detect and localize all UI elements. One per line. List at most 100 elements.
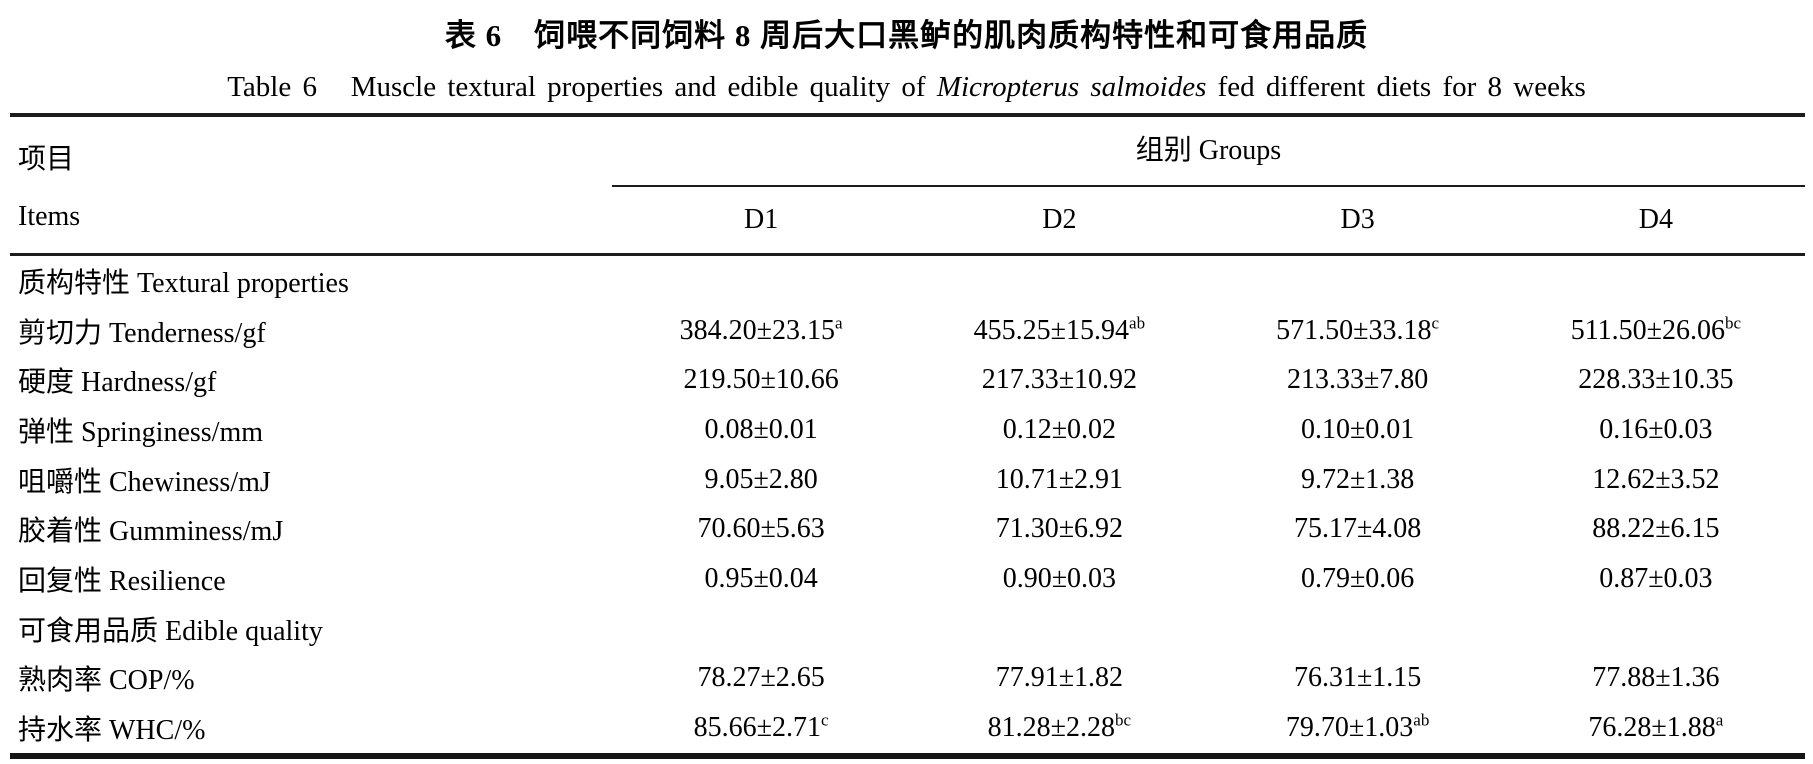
row-label: 质构特性 Textural properties <box>18 267 349 299</box>
value-text: 213.33±7.80 <box>1286 364 1429 396</box>
value-cell: 217.33±10.92 <box>910 364 1208 396</box>
value-cell: 455.25±15.94ab <box>910 313 1208 347</box>
value-cell: 213.33±7.80 <box>1209 364 1507 396</box>
table-row: 回复性 Resilience 0.95±0.04 0.90±0.03 0.79±0.0… <box>10 554 1805 604</box>
value-text: 76.31±1.15 <box>1293 662 1422 694</box>
value-text: 78.27±2.65 <box>697 662 825 694</box>
table-header: 项目 Items 组别 Groups D1 D2 D3 D4 <box>10 113 1805 256</box>
value-text: 81.28±2.28 <box>987 712 1116 744</box>
group-columns-row: D1 D2 D3 D4 <box>612 187 1805 253</box>
value-cell: 228.33±10.35 <box>1507 364 1805 396</box>
groups-header-cell: 组别 Groups D1 D2 D3 D4 <box>612 117 1805 253</box>
value-text: 70.60±5.63 <box>697 513 825 545</box>
value-text: 455.25±15.94 <box>973 314 1130 346</box>
table-row: 胶着性 Gumminess/mJ 70.60±5.63 71.30±6.92 75.1… <box>10 505 1805 555</box>
value-cell: 12.62±3.52 <box>1507 464 1805 496</box>
value-text: 511.50±26.06 <box>1570 314 1726 346</box>
value-text: 384.20±23.15 <box>679 314 836 346</box>
title-en-species: Micropterus salmoides <box>936 71 1207 103</box>
table-row: 熟肉率 COP/% 78.27±2.65 77.91±1.82 76.31±1.15 7… <box>10 654 1805 704</box>
value-text: 77.88±1.36 <box>1592 662 1720 694</box>
value-text: 0.08±0.01 <box>704 413 818 445</box>
row-label: 熟肉率 COP/% <box>18 665 195 697</box>
value-text: 10.71±2.91 <box>995 463 1124 495</box>
items-header-en: Items <box>18 201 81 232</box>
significance-superscript: a <box>835 313 843 333</box>
value-text: 0.16±0.03 <box>1599 413 1713 445</box>
significance-superscript: a <box>1715 710 1724 730</box>
value-text: 219.50±10.66 <box>683 364 839 396</box>
value-cell: 77.91±1.82 <box>910 662 1208 694</box>
value-cell: 85.66±2.71c <box>612 712 910 744</box>
value-text: 77.91±1.82 <box>995 662 1124 694</box>
table-row: 持水率 WHC/% 85.66±2.71c 81.28±2.28bc 79.70±1.… <box>10 703 1805 753</box>
value-cell: 9.05±2.80 <box>612 464 910 496</box>
row-label: 咀嚼性 Chewiness/mJ <box>18 466 271 498</box>
value-text: 85.66±2.71 <box>693 712 822 744</box>
table-title-zh: 表 6 饲喂不同饲料 8 周后大口黑鲈的肌肉质构特性和可食用品质 <box>444 18 1369 53</box>
value-cell: 71.30±6.92 <box>910 513 1208 545</box>
row-label: 剪切力 Tenderness/gf <box>18 317 266 349</box>
significance-superscript: ab <box>1129 313 1146 333</box>
significance-superscript: c <box>1431 313 1440 333</box>
table-row: 剪切力 Tenderness/gf 384.20±23.15a 455.25±15.… <box>10 306 1805 356</box>
value-cell: 0.95±0.04 <box>612 563 910 595</box>
table-row: 弹性 Springiness/mm 0.08±0.01 0.12±0.02 0.10±… <box>10 405 1805 455</box>
groups-header-label: 组别 Groups <box>612 117 1805 187</box>
value-cell: 81.28±2.28bc <box>910 712 1208 744</box>
value-cell: 384.20±23.15a <box>612 313 910 347</box>
value-cell: 78.27±2.65 <box>612 662 910 694</box>
value-cell: 76.28±1.88a <box>1507 712 1805 744</box>
title-en-suffix: fed different diets for 8 weeks <box>1206 71 1586 103</box>
column-header-d3: D3 <box>1340 204 1375 235</box>
value-text: 0.87±0.03 <box>1599 563 1713 595</box>
column-header-d4: D4 <box>1638 204 1673 235</box>
value-cell: 0.16±0.03 <box>1507 414 1805 446</box>
value-text: 79.70±1.03 <box>1285 712 1414 744</box>
value-cell: 88.22±6.15 <box>1507 513 1805 545</box>
value-text: 228.33±10.35 <box>1578 364 1734 396</box>
table-body: 质构特性 Textural properties 剪切力 Tenderness/g… <box>10 256 1805 759</box>
value-cell: 76.31±1.15 <box>1209 662 1507 694</box>
value-text: 71.30±6.92 <box>995 513 1124 545</box>
value-cell: 70.60±5.63 <box>612 513 910 545</box>
value-text: 571.50±33.18 <box>1276 314 1432 346</box>
value-text: 9.05±2.80 <box>704 463 818 495</box>
column-header-d2: D2 <box>1042 204 1077 235</box>
row-label: 弹性 Springiness/mm <box>18 416 264 448</box>
row-label: 持水率 WHC/% <box>18 715 206 747</box>
value-cell: 9.72±1.38 <box>1209 464 1507 496</box>
value-cell: 511.50±26.06bc <box>1507 314 1805 347</box>
significance-superscript: c <box>821 710 829 730</box>
value-cell: 77.88±1.36 <box>1507 662 1805 694</box>
row-label: 硬度 Hardness/gf <box>18 367 217 399</box>
significance-superscript: bc <box>1115 710 1132 730</box>
value-text: 0.90±0.03 <box>1002 563 1117 595</box>
value-cell: 75.17±4.08 <box>1209 513 1507 545</box>
row-label: 胶着性 Gumminess/mJ <box>18 516 284 548</box>
value-text: 0.12±0.02 <box>1002 413 1117 445</box>
items-header-zh: 项目 <box>18 144 75 175</box>
row-label: 回复性 Resilience <box>18 566 226 598</box>
table-row: 硬度 Hardness/gf 219.50±10.66 217.33±10.92 21… <box>10 355 1805 405</box>
items-header-cell: 项目 Items <box>10 117 612 253</box>
data-table: 项目 Items 组别 Groups D1 D2 D3 D4 质构特性 Text… <box>10 113 1805 759</box>
value-cell: 571.50±33.18c <box>1209 313 1507 347</box>
value-text: 76.28±1.88 <box>1588 712 1716 744</box>
value-cell: 0.87±0.03 <box>1507 563 1805 595</box>
title-en-prefix: Table 6 Muscle textural properties and e… <box>227 71 937 103</box>
section-row: 可食用品质 Edible quality <box>10 604 1805 654</box>
value-cell: 0.10±0.01 <box>1209 414 1507 446</box>
value-cell: 0.08±0.01 <box>612 414 910 446</box>
value-text: 88.22±6.15 <box>1592 513 1720 545</box>
value-text: 0.95±0.04 <box>704 563 818 595</box>
value-text: 0.10±0.01 <box>1300 413 1415 445</box>
value-cell: 0.79±0.06 <box>1209 563 1507 595</box>
value-cell: 10.71±2.91 <box>910 464 1208 496</box>
value-text: 0.79±0.06 <box>1300 563 1415 595</box>
value-text: 12.62±3.52 <box>1592 463 1720 495</box>
table-row: 咀嚼性 Chewiness/mJ 9.05±2.80 10.71±2.91 9.72±… <box>10 455 1805 505</box>
column-header-d1: D1 <box>744 204 779 235</box>
value-cell: 219.50±10.66 <box>612 364 910 396</box>
